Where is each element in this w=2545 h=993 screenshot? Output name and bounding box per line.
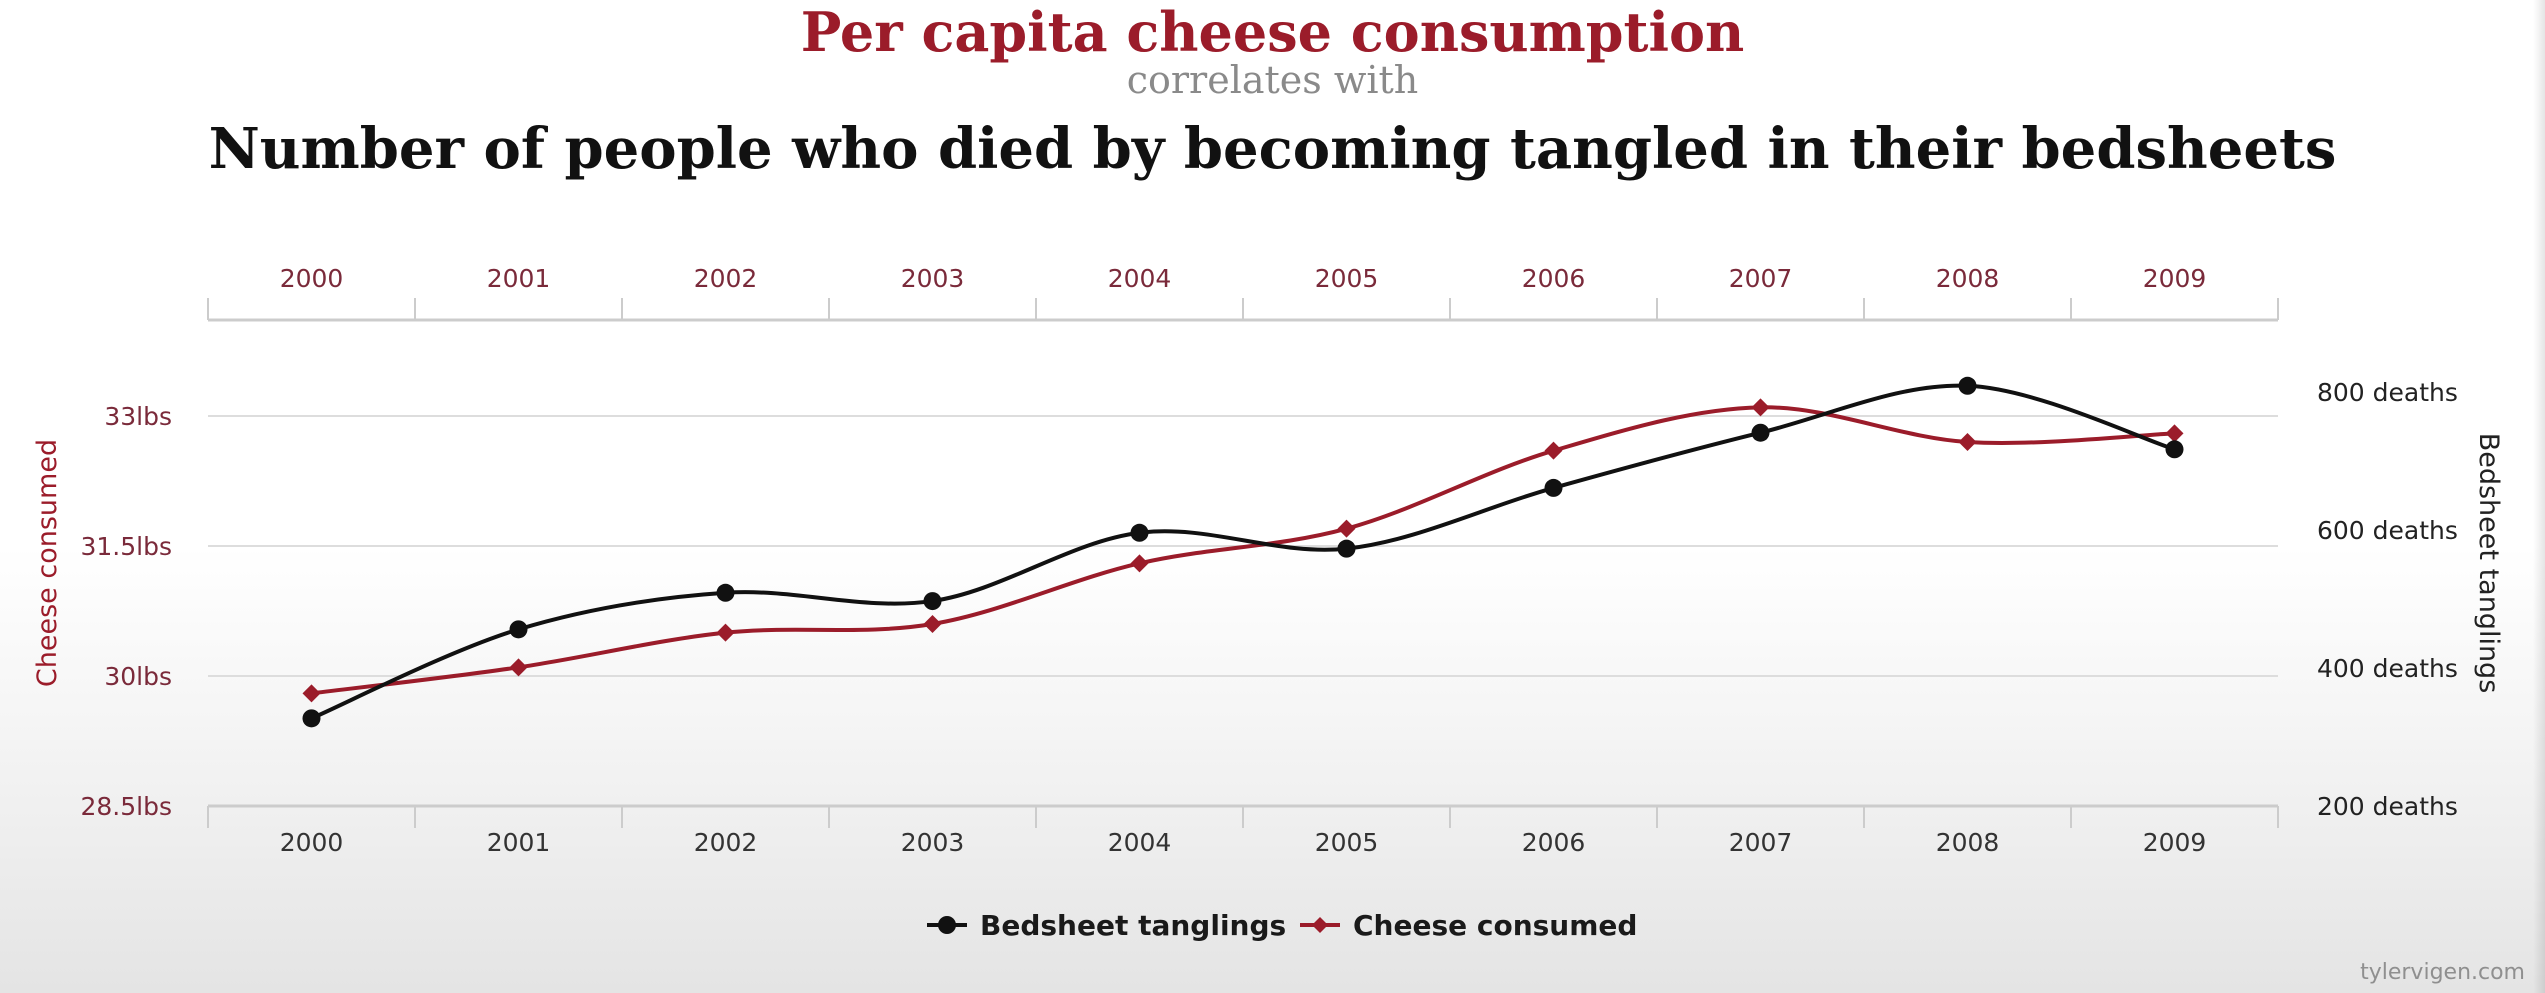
bottom-x-tick-label: 2006 bbox=[1522, 828, 1586, 857]
cheese-consumed-point bbox=[923, 615, 942, 633]
bedsheet-tanglings-point bbox=[1751, 423, 1770, 442]
cheese-consumed-point bbox=[1958, 433, 1977, 451]
top-x-tick-label: 2009 bbox=[2143, 264, 2207, 293]
bedsheet-tanglings-point bbox=[923, 592, 942, 611]
bottom-x-tick-label: 2008 bbox=[1936, 828, 2000, 857]
watermark: tylervigen.com bbox=[2360, 960, 2525, 985]
chart-title-2: Number of people who died by becoming ta… bbox=[208, 116, 2337, 182]
legend-marker-cheese-consumed bbox=[1312, 917, 1328, 933]
bedsheet-tanglings-point bbox=[716, 583, 735, 602]
top-x-tick-label: 2001 bbox=[487, 264, 551, 293]
legend-label-bedsheet-tanglings: Bedsheet tanglings bbox=[980, 909, 1286, 942]
left-y-tick-label: 30lbs bbox=[104, 662, 172, 691]
legend-label-cheese-consumed: Cheese consumed bbox=[1353, 909, 1637, 942]
chart-subtitle: correlates with bbox=[1126, 58, 1419, 102]
bottom-x-tick-label: 2007 bbox=[1729, 828, 1793, 857]
bottom-x-tick-label: 2009 bbox=[2143, 828, 2207, 857]
left-axis-title: Cheese consumed bbox=[32, 439, 63, 687]
bedsheet-tanglings-point bbox=[2165, 440, 2184, 459]
bedsheet-tanglings-point bbox=[302, 709, 321, 728]
bottom-x-tick-label: 2004 bbox=[1108, 828, 1172, 857]
cheese-consumed-point bbox=[302, 684, 321, 703]
cheese-consumed-line bbox=[311, 405, 2175, 696]
cheese-consumed-point bbox=[1544, 441, 1563, 460]
cheese-consumed-point bbox=[716, 623, 735, 642]
top-x-tick-label: 2004 bbox=[1108, 264, 1172, 293]
bottom-x-tick-label: 2000 bbox=[280, 828, 344, 857]
cheese-consumed-point bbox=[2165, 424, 2184, 443]
cheese-consumed-point bbox=[509, 658, 528, 677]
chart-title: Per capita cheese consumption bbox=[800, 0, 1745, 64]
top-x-tick-label: 2005 bbox=[1315, 264, 1379, 293]
top-x-tick-label: 2007 bbox=[1729, 264, 1793, 293]
cheese-consumed-point bbox=[1751, 398, 1770, 417]
top-x-tick-label: 2002 bbox=[694, 264, 758, 293]
top-x-tick-label: 2003 bbox=[901, 264, 965, 293]
right-y-tick-label: 200 deaths bbox=[2317, 792, 2458, 821]
top-x-tick-label: 2006 bbox=[1522, 264, 1586, 293]
bedsheet-tanglings-point bbox=[1337, 539, 1356, 558]
right-y-tick-label: 400 deaths bbox=[2317, 654, 2458, 683]
bedsheet-tanglings-point bbox=[509, 620, 528, 639]
bedsheet-tanglings-point bbox=[1958, 376, 1977, 395]
left-y-tick-label: 28.5lbs bbox=[80, 792, 172, 821]
top-x-tick-label: 2000 bbox=[280, 264, 344, 293]
bedsheet-tanglings-point bbox=[1130, 523, 1149, 542]
bottom-x-tick-label: 2003 bbox=[901, 828, 965, 857]
cheese-consumed-point bbox=[1337, 519, 1356, 538]
right-y-tick-label: 600 deaths bbox=[2317, 516, 2458, 545]
top-x-tick-label: 2008 bbox=[1936, 264, 2000, 293]
right-y-tick-label: 800 deaths bbox=[2317, 378, 2458, 407]
left-y-tick-label: 33lbs bbox=[104, 402, 172, 431]
bedsheet-tanglings-line bbox=[310, 383, 2176, 721]
bottom-x-tick-label: 2001 bbox=[487, 828, 551, 857]
bottom-x-tick-label: 2005 bbox=[1315, 828, 1379, 857]
window-edge-shadow bbox=[2533, 0, 2545, 993]
right-axis-title: Bedsheet tanglings bbox=[2473, 433, 2504, 694]
cheese-consumed-point bbox=[1130, 554, 1149, 573]
left-y-tick-label: 31.5lbs bbox=[80, 532, 172, 561]
bottom-x-tick-label: 2002 bbox=[694, 828, 758, 857]
bedsheet-tanglings-point bbox=[1544, 478, 1563, 497]
legend-marker-bedsheet-tanglings bbox=[938, 916, 956, 934]
